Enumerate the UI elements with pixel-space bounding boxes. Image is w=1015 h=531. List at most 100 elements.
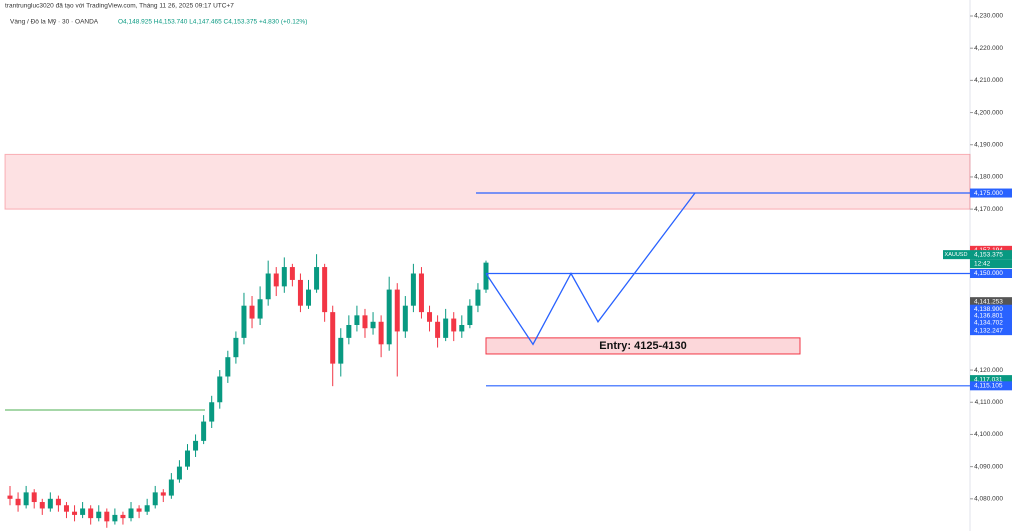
candle-body	[160, 492, 166, 496]
tick-label: 4,200.000	[974, 109, 1003, 116]
tick-label: 4,100.000	[974, 431, 1003, 438]
candle-body	[88, 508, 94, 519]
candle-body	[346, 325, 352, 338]
candle-body	[394, 289, 400, 332]
candle-body	[23, 492, 29, 506]
entry-label: Entry: 4125-4130	[599, 340, 686, 352]
candle-body	[120, 514, 126, 519]
price-tag	[970, 318, 1012, 328]
symbol-label: XAUUSD	[945, 252, 968, 258]
candle-body	[362, 315, 368, 329]
tick-label: 4,180.000	[974, 174, 1003, 181]
candle-body	[47, 498, 53, 509]
candle-body	[233, 337, 239, 358]
candle-body	[338, 337, 344, 364]
countdown-label: 12:42	[974, 260, 991, 267]
tick-label: 4,190.000	[974, 141, 1003, 148]
candle-body	[39, 502, 45, 509]
candle-body	[418, 273, 424, 313]
candle-body	[386, 289, 392, 345]
tick-label: 4,170.000	[974, 206, 1003, 213]
price-tag-label: 4,153.375	[974, 251, 1003, 258]
price-tag-label: 4,141.253	[974, 298, 1003, 305]
entry-zone	[485, 337, 801, 355]
tick-label: 4,210.000	[974, 77, 1003, 84]
candle-body	[55, 498, 61, 506]
candle-body	[80, 508, 86, 515]
candle-body	[378, 321, 384, 345]
price-tag	[970, 381, 1012, 391]
candle-body	[72, 511, 78, 515]
price-tag-label: 4,150.000	[974, 270, 1003, 277]
candle-body	[96, 511, 102, 519]
tick-label: 4,230.000	[974, 13, 1003, 20]
price-tag-label: 4,138.900	[974, 306, 1003, 313]
candle-body	[201, 421, 207, 441]
candle-body	[273, 273, 279, 287]
candle-body	[297, 279, 303, 306]
credit: trantrungluc3020 đã tạo với TradingView.…	[5, 3, 234, 10]
candle-body	[354, 315, 360, 325]
candle-body	[168, 479, 174, 496]
countdown-tag	[970, 259, 1012, 269]
candle-body	[306, 289, 312, 306]
price-tag	[970, 250, 1012, 260]
candle-body	[152, 492, 158, 506]
tick-label: 4,080.000	[974, 496, 1003, 503]
candle-body	[410, 273, 416, 306]
candle-body	[209, 402, 215, 422]
candle-body	[184, 450, 190, 467]
candle-body	[112, 514, 118, 522]
candle-body	[136, 508, 142, 512]
candle-body	[314, 267, 320, 290]
candle-body	[63, 505, 69, 512]
candle-body	[289, 267, 295, 280]
candle-body	[330, 312, 336, 364]
candle-body	[451, 318, 457, 332]
candle-body	[7, 495, 13, 499]
price-tag	[970, 297, 1012, 307]
candle-body	[281, 267, 287, 287]
symbol: Vàng / Đô la Mỹ · 30 · OANDA	[10, 19, 99, 26]
price-tag-label: 4,136.801	[974, 313, 1003, 320]
candle-body	[322, 267, 328, 313]
price-tag	[970, 269, 1012, 278]
candle-body	[128, 508, 134, 519]
price-tag	[970, 311, 1012, 321]
candle-body	[370, 321, 376, 329]
candle-body	[176, 466, 182, 480]
candle-body	[435, 321, 441, 338]
price-tag	[970, 326, 1012, 336]
candle-body	[241, 305, 247, 338]
price-tag-label: 4,115.105	[974, 383, 1003, 390]
candle-body	[225, 357, 231, 377]
price-tag-label: 4,175.000	[974, 190, 1003, 197]
candle-body	[144, 505, 150, 512]
candle-body	[193, 440, 199, 451]
candle-body	[249, 305, 255, 319]
candle-body	[104, 511, 110, 522]
candle-body	[257, 299, 263, 319]
tick-label: 4,090.000	[974, 463, 1003, 470]
candle-body	[483, 262, 489, 290]
tick-label: 4,120.000	[974, 367, 1003, 374]
price-tag-label: 4,134.702	[974, 319, 1003, 326]
price-tag	[970, 304, 1012, 314]
candle-body	[443, 318, 449, 338]
candle-body	[467, 305, 473, 325]
candle-body	[31, 492, 37, 503]
candle-body	[459, 325, 465, 332]
candle-body	[217, 376, 223, 403]
price-tag-label: 4,132.247	[974, 327, 1003, 334]
tick-label: 4,110.000	[975, 399, 1004, 406]
candle-body	[427, 312, 433, 322]
candle-body	[475, 289, 481, 306]
supply-zone	[4, 153, 971, 210]
candle-body	[265, 273, 271, 300]
price-tag-label: 4,117.031	[974, 376, 1003, 383]
ohlc: O4,148.925 H4,153.740 L4,147.465 C4,153.…	[118, 19, 307, 26]
tick-label: 4,220.000	[974, 45, 1003, 52]
price-tag	[970, 188, 1012, 198]
